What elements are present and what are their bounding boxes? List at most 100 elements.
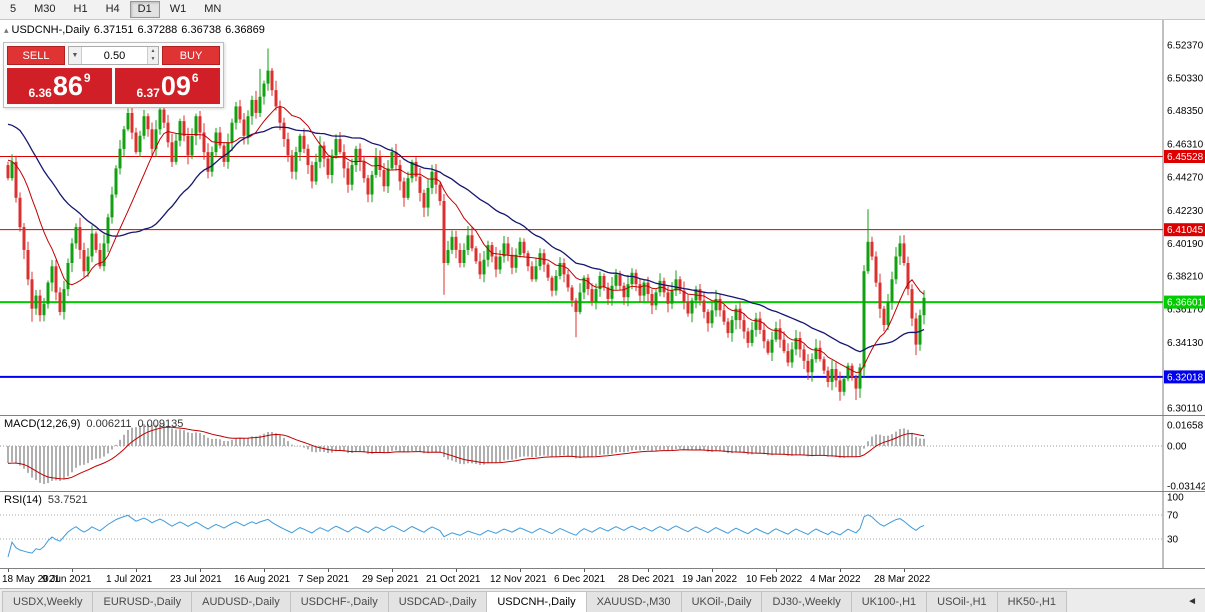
svg-text:6.36170: 6.36170 (1167, 305, 1204, 316)
svg-text:6.44270: 6.44270 (1167, 173, 1204, 184)
triangle-icon: ▴ (4, 25, 9, 35)
rsi-line (7, 514, 925, 558)
chevron-down-icon: ▼ (71, 52, 79, 59)
time-axis-label: 28 Dec 2021 (618, 574, 675, 585)
up-arrow-icon: ▲ (150, 47, 156, 54)
time-axis-label: 9 Jun 2021 (42, 574, 92, 585)
volume-decrease-button[interactable]: ▼ (147, 55, 158, 64)
volume-spinner: ▲ ▼ (147, 47, 158, 64)
time-axis-label: 6 Dec 2021 (554, 574, 606, 585)
macd-indicator-chart[interactable]: 0.01658 0.00 -0.03142 (0, 416, 1205, 491)
bid-price-big: 86 (52, 71, 83, 101)
volume-control: ▼ ▲ ▼ (68, 46, 159, 65)
symbol-ohlc-header: ▴ USDCNH-,Daily 6.37151 6.37288 6.36738 6.368… (4, 24, 269, 36)
ohlc-high: 6.37288 (137, 24, 178, 36)
time-axis-label: 29 Sep 2021 (362, 574, 419, 585)
timeframe-button-h4[interactable]: H4 (98, 1, 128, 18)
svg-text:6.36601: 6.36601 (1167, 298, 1204, 309)
time-tick (200, 569, 201, 572)
time-axis-label: 12 Nov 2021 (490, 574, 547, 585)
timeframe-button-d1[interactable]: D1 (129, 1, 160, 18)
symbol-label: USDCNH-,Daily (11, 24, 90, 36)
trade-prices-row: 6.36 86 9 6.37 09 6 (7, 68, 220, 104)
rsi-header: RSI(14) 53.7521 (4, 494, 88, 506)
ask-price-big: 09 (160, 71, 191, 101)
time-axis-label: 21 Oct 2021 (426, 574, 481, 585)
bid-price-box[interactable]: 6.36 86 9 (7, 68, 112, 104)
timeframe-button-h1[interactable]: H1 (66, 1, 96, 18)
macd-scale: 0.01658 0.00 -0.03142 (1167, 420, 1205, 491)
volume-input[interactable] (82, 47, 147, 64)
volume-increase-button[interactable]: ▲ (147, 47, 158, 56)
timeframe-button-w1[interactable]: W1 (162, 1, 195, 18)
timeframe-button-m30[interactable]: M30 (26, 1, 63, 18)
chart-tab-usdchf-daily[interactable]: USDCHF-,Daily (290, 591, 389, 612)
chart-tab-xauusd-m30[interactable]: XAUUSD-,M30 (586, 591, 682, 612)
rsi-pane: 100 70 30 RSI(14) 53.7521 (0, 491, 1205, 568)
rsi-scale: 100 70 30 (1167, 493, 1184, 546)
timeframe-button-5[interactable]: 5 (2, 1, 24, 18)
time-axis-label: 16 Aug 2021 (234, 574, 291, 585)
time-axis-label: 4 Mar 2022 (810, 574, 861, 585)
chart-window: 6.52370 6.50330 6.48350 6.46310 6.44270 6.422… (0, 20, 1205, 588)
tabs-scroll-arrow-icon[interactable]: ◄ (1187, 596, 1197, 607)
level-lines (0, 156, 1163, 378)
svg-text:-0.03142: -0.03142 (1167, 481, 1205, 491)
ma-fast-line (7, 105, 925, 374)
svg-text:6.46310: 6.46310 (1167, 139, 1204, 150)
volume-dropdown-button[interactable]: ▼ (69, 47, 82, 64)
svg-text:0.00: 0.00 (1167, 442, 1187, 453)
one-click-trading-panel: SELL ▼ ▲ ▼ BUY 6.36 86 9 6 (3, 42, 224, 108)
ask-price-prefix: 6.37 (136, 86, 160, 100)
svg-text:6.48350: 6.48350 (1167, 106, 1204, 117)
timeframe-button-mn[interactable]: MN (196, 1, 229, 18)
price-chart-pane: 6.52370 6.50330 6.48350 6.46310 6.44270 6.422… (0, 20, 1205, 415)
chart-tab-usoil-h1[interactable]: USOil-,H1 (927, 591, 998, 612)
bid-price-prefix: 6.36 (28, 86, 52, 100)
rsi-label: RSI(14) (4, 494, 42, 506)
svg-text:30: 30 (1167, 535, 1179, 546)
chart-tab-usdcad-daily[interactable]: USDCAD-,Daily (388, 591, 488, 612)
time-tick (72, 569, 73, 572)
time-tick (776, 569, 777, 572)
time-tick (840, 569, 841, 572)
svg-text:6.40190: 6.40190 (1167, 239, 1204, 250)
time-axis-label: 1 Jul 2021 (106, 574, 153, 585)
ask-price-box[interactable]: 6.37 09 6 (115, 68, 220, 104)
ma-slow-line (7, 123, 925, 353)
rsi-value: 53.7521 (47, 494, 88, 506)
time-tick (648, 569, 649, 572)
time-axis-label: 18 May 2021 (2, 574, 60, 585)
rsi-indicator-chart[interactable]: 100 70 30 (0, 492, 1205, 568)
svg-text:6.30110: 6.30110 (1167, 404, 1203, 415)
svg-text:6.38210: 6.38210 (1167, 271, 1204, 282)
svg-text:100: 100 (1167, 493, 1184, 504)
chart-tab-ukoil-daily[interactable]: UKOil-,Daily (681, 591, 763, 612)
time-axis-label: 10 Feb 2022 (746, 574, 803, 585)
candlestick-chart[interactable]: 6.52370 6.50330 6.48350 6.46310 6.44270 6.422… (0, 20, 1205, 415)
time-tick (520, 569, 521, 572)
chart-tab-usdcnh-daily[interactable]: USDCNH-,Daily (487, 591, 587, 612)
svg-text:70: 70 (1167, 511, 1179, 522)
sell-button[interactable]: SELL (7, 46, 65, 65)
chart-tab-audusd-daily[interactable]: AUDUSD-,Daily (192, 591, 291, 612)
time-axis-label: 19 Jan 2022 (682, 574, 738, 585)
time-axis[interactable]: 18 May 2021 9 Jun 2021 1 Jul 2021 23 Jul 20… (0, 568, 1205, 588)
time-axis-label: 7 Sep 2021 (298, 574, 350, 585)
chart-tab-hk50-h1[interactable]: HK50-,H1 (997, 591, 1067, 612)
chart-tab-uk100-h1[interactable]: UK100-,H1 (851, 591, 928, 612)
macd-header: MACD(12,26,9) 0.006211 0.009135 (4, 418, 183, 430)
chart-tab-usdx-weekly[interactable]: USDX,Weekly (2, 591, 94, 612)
chart-tabs-bar: USDX,Weekly EURUSD-,Daily AUDUSD-,Daily USD… (0, 588, 1205, 612)
bid-price-pipette: 9 (83, 71, 91, 85)
ohlc-open: 6.37151 (93, 24, 134, 36)
chart-tab-eurusd-daily[interactable]: EURUSD-,Daily (93, 591, 193, 612)
svg-text:6.32018: 6.32018 (1167, 372, 1204, 383)
time-tick (264, 569, 265, 572)
svg-text:0.01658: 0.01658 (1167, 420, 1204, 431)
chart-tab-dj30-weekly[interactable]: DJ30-,Weekly (762, 591, 852, 612)
macd-pane: 0.01658 0.00 -0.03142 MACD(12,26,9) 0.00621… (0, 415, 1205, 491)
ask-price-pipette: 6 (191, 71, 199, 85)
time-tick (584, 569, 585, 572)
buy-button[interactable]: BUY (162, 46, 220, 65)
